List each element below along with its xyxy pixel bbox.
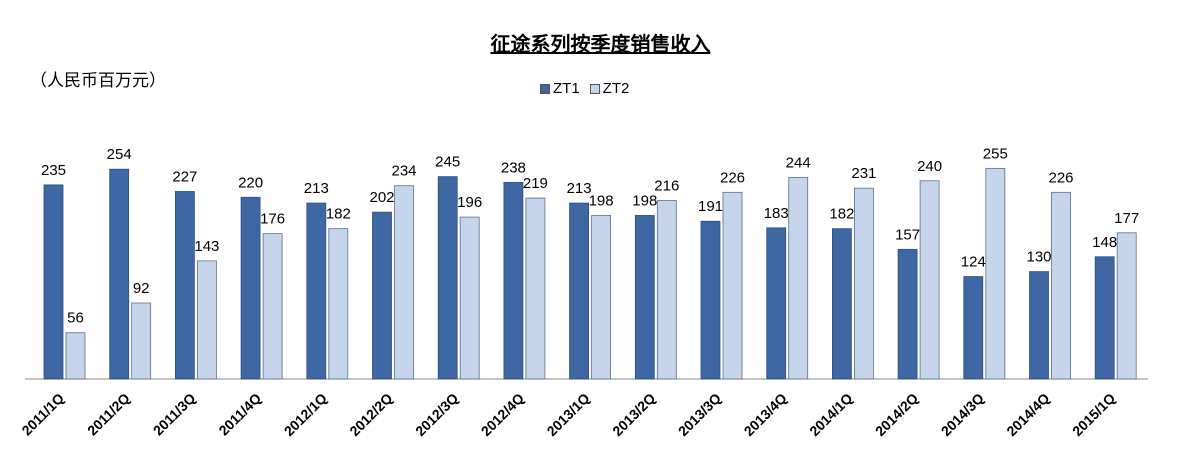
legend-swatch-zt2 [589,83,600,94]
data-label-zt1-2015-1Q: 148 [1092,234,1117,251]
bar-zt1-2012-3Q [437,176,458,380]
bar-zt1-2014-4Q [1029,271,1049,380]
data-label-zt1-2014-3Q: 124 [961,254,986,271]
data-label-zt2-2012-2Q: 234 [391,163,416,180]
x-tick-label-2011-1Q: 2011/1Q [18,390,67,439]
data-label-zt1-2013-2Q: 198 [632,192,657,209]
bar-zt1-2011-1Q [43,184,64,380]
bar-zt2-2011-2Q [131,302,152,380]
bar-zt2-2012-2Q [394,185,414,380]
x-tick-label-2015-1Q: 2015/1Q [1069,390,1118,439]
bar-zt1-2014-2Q [897,248,918,380]
data-label-zt2-2013-3Q: 226 [720,169,745,186]
bar-zt2-2013-1Q [591,215,611,380]
data-label-zt2-2014-1Q: 231 [851,165,876,182]
x-tick-label-2012-4Q: 2012/4Q [478,390,527,439]
x-tick-label-2012-3Q: 2012/3Q [412,390,461,439]
bar-zt1-2014-3Q [963,276,984,380]
legend-label-zt2: ZT2 [602,80,630,97]
x-tick-label-2014-1Q: 2014/1Q [806,390,855,439]
data-label-zt1-2012-1Q: 213 [304,180,329,197]
legend-swatch-zt1 [540,83,550,94]
bar-zt2-2014-2Q [919,180,940,380]
x-tick-label-2013-3Q: 2013/3Q [675,390,724,439]
data-label-zt1-2014-1Q: 182 [829,206,854,223]
data-label-zt2-2011-3Q: 143 [194,238,219,255]
bar-zt2-2013-3Q [722,191,743,380]
data-label-zt2-2015-1Q: 177 [1114,210,1139,227]
data-label-zt1-2011-1Q: 235 [41,162,66,179]
bar-zt2-2012-3Q [459,216,480,380]
legend-label-zt1: ZT1 [553,80,580,97]
data-label-zt1-2014-2Q: 157 [895,226,920,243]
x-tick-label-2013-4Q: 2013/4Q [741,390,790,439]
bar-zt1-2011-4Q [240,196,261,380]
x-tick-label-2013-1Q: 2013/1Q [543,390,592,439]
x-tick-label-2012-2Q: 2012/2Q [346,390,395,439]
x-tick-label-2014-3Q: 2014/3Q [938,390,987,439]
data-label-zt2-2014-4Q: 226 [1048,169,1073,186]
data-label-zt2-2013-2Q: 216 [654,178,679,195]
data-label-zt2-2012-1Q: 182 [326,206,351,223]
unit-label: （人民币百万元） [30,71,166,91]
bar-zt1-2011-3Q [174,191,195,380]
data-label-zt1-2014-4Q: 130 [1026,249,1051,266]
legend-item-zt2: ZT2 [589,80,630,97]
data-label-zt2-2011-4Q: 176 [260,211,285,228]
data-label-zt1-2011-3Q: 227 [172,168,197,185]
data-label-zt2-2013-4Q: 244 [786,154,811,171]
data-label-zt1-2013-4Q: 183 [764,205,789,222]
data-label-zt2-2013-1Q: 198 [589,192,614,209]
data-label-zt1-2012-4Q: 238 [501,159,526,176]
data-label-zt1-2012-3Q: 245 [435,154,460,171]
data-label-zt1-2011-2Q: 254 [107,146,132,163]
bar-zt2-2011-3Q [196,260,217,380]
chart-title: 征途系列按季度销售收入 [490,32,711,56]
bar-zt1-2013-4Q [766,227,787,380]
bar-zt2-2011-1Q [65,332,86,380]
bar-zt1-2015-1Q [1094,256,1115,380]
bar-zt2-2013-2Q [656,200,677,380]
data-label-zt1-2011-4Q: 220 [238,174,263,191]
x-tick-label-2011-3Q: 2011/3Q [150,390,199,439]
data-label-zt2-2012-3Q: 196 [457,194,482,211]
bar-zt1-2013-1Q [569,202,589,380]
data-label-zt2-2014-2Q: 240 [917,158,942,175]
bar-zt2-2013-4Q [788,177,809,380]
bar-zt1-2012-1Q [306,202,327,380]
x-tick-label-2011-4Q: 2011/4Q [215,390,264,439]
data-label-zt2-2011-1Q: 56 [67,310,84,327]
data-label-zt1-2012-2Q: 202 [369,189,394,206]
x-tick-label-2014-4Q: 2014/4Q [1003,390,1052,439]
data-label-zt2-2011-2Q: 92 [133,280,150,297]
data-label-zt1-2013-1Q: 213 [567,180,592,197]
bar-zt2-2011-4Q [262,233,283,380]
x-tick-label-2013-2Q: 2013/2Q [609,390,658,439]
bar-zt2-2014-1Q [854,187,874,380]
bar-zt1-2013-2Q [634,215,655,380]
x-tick-label-2011-2Q: 2011/2Q [84,390,133,439]
bar-zt1-2012-4Q [503,182,524,380]
bar-zt2-2014-3Q [985,167,1006,380]
data-label-zt2-2014-3Q: 255 [983,145,1008,162]
bar-zt2-2012-1Q [328,228,349,380]
bar-zt1-2014-1Q [832,228,852,380]
bar-zt1-2013-3Q [700,220,721,380]
bar-zt1-2012-2Q [372,211,392,380]
legend-item-zt1: ZT1 [540,80,580,97]
legend: ZT1 ZT2 [540,80,639,97]
data-label-zt1-2013-3Q: 191 [698,198,723,215]
x-tick-label-2012-1Q: 2012/1Q [281,390,330,439]
data-label-zt2-2012-4Q: 219 [523,175,548,192]
bar-zt2-2012-4Q [525,197,546,380]
bar-zt2-2015-1Q [1116,232,1137,380]
bar-zt1-2011-2Q [109,168,130,380]
bar-zt2-2014-4Q [1051,191,1071,380]
x-tick-label-2014-2Q: 2014/2Q [872,390,921,439]
